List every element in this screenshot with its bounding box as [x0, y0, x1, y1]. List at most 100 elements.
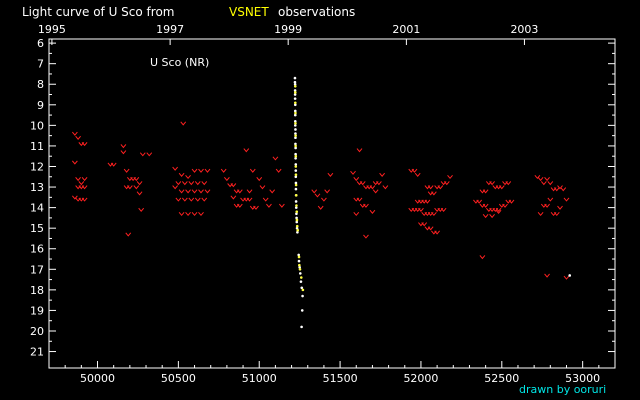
fainter-than-mark	[314, 193, 321, 198]
fainter-than-mark	[379, 172, 386, 177]
data-marks	[71, 76, 572, 329]
yellow-observation-point	[293, 91, 297, 94]
year-tick-label: 2001	[392, 23, 420, 36]
chart-title-source: VSNET	[229, 5, 269, 19]
y-tick-label: 14	[30, 202, 44, 215]
fainter-than-mark	[256, 177, 263, 182]
year-tick-label: 2003	[510, 23, 538, 36]
yellow-observation-point	[298, 268, 302, 271]
y-tick-label: 16	[30, 243, 44, 256]
fainter-than-mark	[430, 211, 437, 217]
x-tick-label: 51500	[323, 372, 358, 385]
fainter-than-mark	[557, 205, 563, 210]
white-observation-point	[293, 103, 297, 107]
fainter-than-mark	[427, 185, 434, 190]
fainter-than-mark	[249, 168, 256, 173]
white-observation-point	[294, 200, 298, 203]
fainter-than-mark	[482, 203, 489, 208]
fainter-than-mark	[188, 197, 195, 202]
y-tick-label: 12	[30, 160, 44, 173]
fainter-than-mark	[253, 205, 259, 210]
year-tick-label: 1997	[156, 23, 184, 36]
white-observation-point	[293, 113, 297, 117]
fainter-than-mark	[220, 168, 227, 173]
year-tick-label: 1999	[274, 23, 302, 36]
fainter-than-mark	[563, 197, 570, 202]
yellow-observation-point	[293, 101, 297, 105]
fainter-than-mark	[508, 199, 515, 204]
fainter-than-mark	[479, 255, 486, 260]
fainter-than-mark	[275, 168, 282, 173]
fainter-than-mark	[363, 203, 369, 208]
yellow-observation-point	[294, 134, 297, 137]
yellow-observation-point	[294, 183, 298, 187]
fainter-than-mark	[560, 187, 567, 192]
fainter-than-mark	[440, 207, 447, 212]
white-observation-point	[299, 280, 303, 283]
fainter-than-mark	[414, 172, 421, 177]
fainter-than-mark	[243, 148, 250, 153]
yellow-observation-point	[295, 218, 299, 222]
white-observation-point	[293, 93, 297, 96]
fainter-than-mark	[443, 181, 450, 186]
fainter-than-mark	[321, 197, 327, 202]
fainter-than-mark	[482, 214, 489, 219]
fainter-than-mark	[317, 205, 324, 210]
fainter-than-mark	[194, 181, 201, 186]
fainter-than-mark	[178, 211, 185, 217]
fainter-than-mark	[534, 174, 541, 180]
fainter-than-mark	[262, 197, 269, 202]
yellow-observation-point	[299, 276, 303, 279]
chart-title-prefix: Light curve of U Sco from	[22, 5, 174, 19]
fainter-than-mark	[311, 189, 318, 194]
white-observation-point	[293, 82, 297, 86]
fainter-than-mark	[204, 168, 211, 173]
yellow-observation-point	[294, 111, 297, 115]
y-axis: 6 7 8 9 10 11 12 13 14 15 16 17 18 19 20 21	[30, 37, 615, 359]
fainter-than-mark	[120, 150, 127, 155]
y-tick-label: 10	[30, 119, 44, 132]
yellow-observation-point	[296, 228, 300, 232]
fainter-than-mark	[198, 189, 204, 194]
white-observation-point	[295, 220, 299, 224]
white-observation-point	[297, 259, 301, 263]
fainter-than-mark	[489, 214, 495, 219]
y-tick-label: 13	[30, 181, 44, 194]
fainter-than-mark	[133, 185, 140, 190]
x-tick-label: 53000	[565, 372, 600, 385]
fainter-than-mark	[175, 181, 182, 186]
yellow-observation-point	[294, 173, 298, 177]
white-observation-point	[293, 124, 297, 127]
fainter-than-mark	[278, 203, 285, 208]
fainter-than-mark	[181, 197, 188, 202]
white-observation-point	[300, 286, 304, 290]
fainter-than-mark	[125, 232, 132, 237]
x-tick-label: 50000	[80, 372, 115, 385]
fainter-than-mark	[324, 189, 331, 194]
fainter-than-mark	[139, 152, 146, 157]
fainter-than-mark	[201, 197, 208, 202]
fainter-than-mark	[246, 197, 253, 202]
fainter-than-mark	[447, 174, 453, 180]
fainter-than-mark	[175, 197, 182, 202]
fainter-than-mark	[369, 209, 376, 215]
y-tick-label: 19	[30, 304, 44, 317]
y-tick-label: 15	[30, 222, 44, 235]
white-observation-point	[293, 89, 297, 92]
y-tick-label: 6	[37, 37, 44, 50]
fainter-than-mark	[489, 181, 495, 186]
white-observation-point	[294, 169, 298, 172]
white-observation-point	[294, 152, 297, 156]
white-observation-point	[300, 309, 304, 312]
fainter-than-mark	[537, 211, 544, 217]
white-observation-point	[295, 212, 298, 216]
yellow-observation-point	[298, 263, 301, 267]
fainter-than-mark	[356, 148, 363, 153]
fainter-than-mark	[110, 162, 117, 167]
fainter-than-mark	[495, 209, 502, 215]
white-observation-point	[294, 146, 297, 150]
fainter-than-mark	[120, 144, 127, 149]
fainter-than-mark	[75, 177, 81, 182]
fainter-than-mark	[372, 189, 379, 194]
fainter-than-mark	[259, 185, 266, 190]
